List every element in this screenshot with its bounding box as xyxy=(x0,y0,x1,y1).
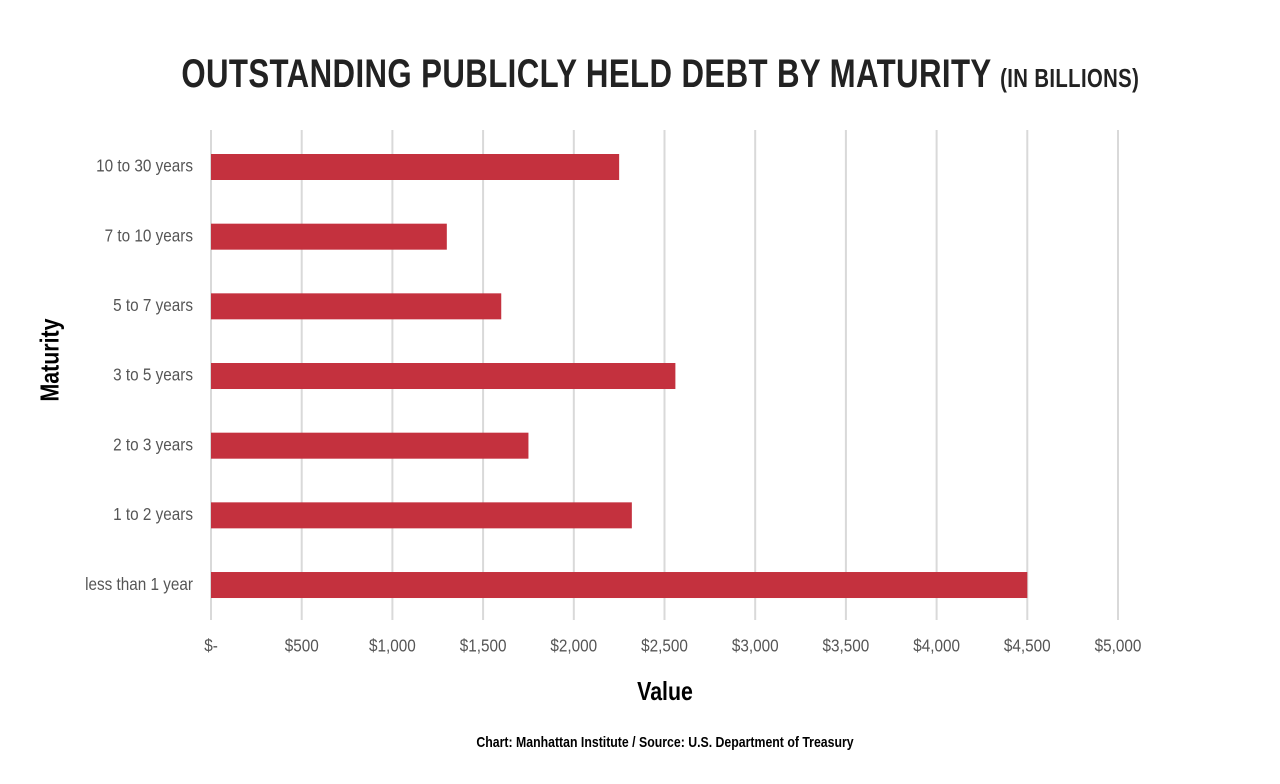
y-axis-label: Maturity xyxy=(34,318,65,402)
x-tick-label: $3,500 xyxy=(823,636,870,656)
gridlines xyxy=(210,130,1119,620)
x-tick-label: $4,500 xyxy=(1004,636,1051,656)
bar xyxy=(211,502,632,529)
bar xyxy=(211,154,620,180)
x-tick-label: $500 xyxy=(285,636,319,656)
category-label: 3 to 5 years xyxy=(113,365,193,385)
category-labels: 10 to 30 years 7 to 10 years 5 to 7 years 3… xyxy=(85,156,193,594)
source-note: Chart: Manhattan Institute / Source: U.S… xyxy=(476,734,854,751)
x-tick-labels: $- $500 $1,000 $1,500 $2,000 $2,500 $3,000 $3,5… xyxy=(204,636,1141,656)
x-tick-label: $5,000 xyxy=(1095,636,1142,656)
x-tick-label: $3,000 xyxy=(732,636,779,656)
x-tick-label: $- xyxy=(204,636,218,656)
category-label: 10 to 30 years xyxy=(96,156,193,176)
category-label: less than 1 year xyxy=(85,574,193,594)
x-tick-label: $2,500 xyxy=(641,636,688,656)
x-tick-label: $1,500 xyxy=(460,636,507,656)
category-label: 1 to 2 years xyxy=(113,504,193,524)
chart-title: OUTSTANDING PUBLICLY HELD DEBT BY MATURI… xyxy=(141,52,1180,97)
bar xyxy=(211,223,447,250)
category-label: 7 to 10 years xyxy=(105,225,193,245)
bars xyxy=(211,154,1028,599)
category-label: 5 to 7 years xyxy=(113,295,193,315)
category-label: 2 to 3 years xyxy=(113,434,193,454)
bar xyxy=(211,363,676,390)
bar xyxy=(211,432,529,459)
chart-subtitle: (IN BILLIONS) xyxy=(1000,63,1140,93)
bar xyxy=(211,293,502,320)
x-axis-label: Value xyxy=(637,676,693,706)
x-tick-label: $1,000 xyxy=(369,636,416,656)
bar xyxy=(211,572,1028,599)
x-tick-label: $4,000 xyxy=(913,636,960,656)
chart-title-main: OUTSTANDING PUBLICLY HELD DEBT BY MATURI… xyxy=(181,52,992,96)
x-tick-label: $2,000 xyxy=(550,636,597,656)
